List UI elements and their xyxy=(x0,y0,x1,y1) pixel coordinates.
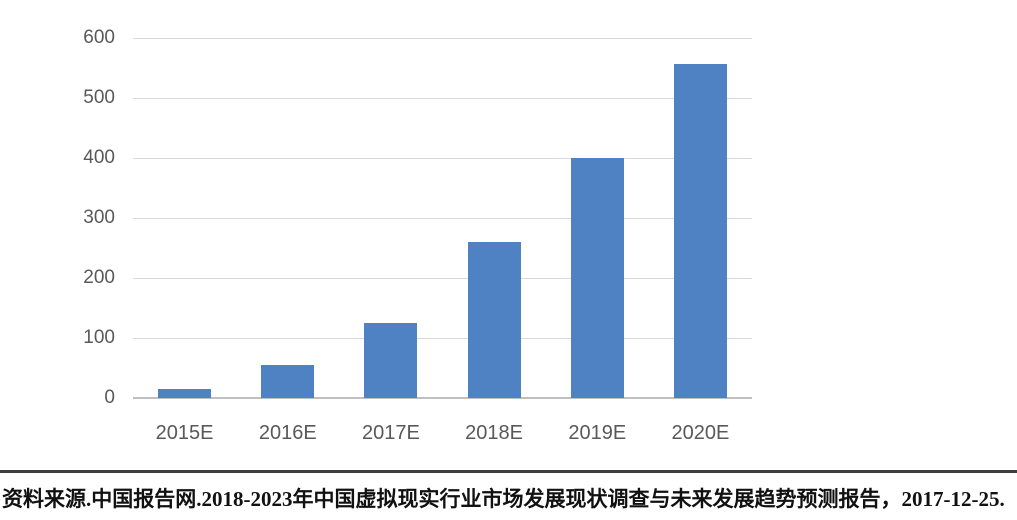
bar-chart: 0 100 200 300 400 500 600 2015E 2016E 2017E 2018E 2… xyxy=(83,27,752,444)
gridline xyxy=(133,277,752,279)
bar-2020e xyxy=(673,64,727,398)
x-axis-tick-label: 2019E xyxy=(568,422,627,444)
y-axis-tick-label: 500 xyxy=(83,87,115,108)
caption-divider xyxy=(0,470,1017,473)
source-caption: 资料来源.中国报告网.2018-2023年中国虚拟现实行业市场发展现状调查与未来… xyxy=(2,487,1005,511)
gridline xyxy=(133,97,752,99)
y-axis-tick-label: 0 xyxy=(104,387,115,408)
bar-2015e xyxy=(158,389,212,398)
bar-2017e xyxy=(364,323,418,398)
y-axis-tick-label: 300 xyxy=(83,207,115,228)
x-axis-tick-label: 2017E xyxy=(361,422,420,444)
gridline xyxy=(133,37,752,39)
y-axis-tick-label: 600 xyxy=(83,27,115,48)
y-axis-tick-label: 100 xyxy=(83,327,115,348)
gridline xyxy=(133,157,752,159)
gridline xyxy=(133,337,752,339)
x-axis-tick-label: 2020E xyxy=(671,422,730,444)
bar-2018e xyxy=(467,242,521,398)
gridline xyxy=(133,217,752,219)
x-axis-tick-label: 2015E xyxy=(155,422,214,444)
x-axis-line xyxy=(133,397,752,399)
x-axis-tick-label: 2016E xyxy=(258,422,317,444)
bar-2016e xyxy=(261,365,315,398)
y-axis-tick-label: 200 xyxy=(83,267,115,288)
bar-2019e xyxy=(570,158,624,398)
x-axis-tick-label: 2018E xyxy=(465,422,523,444)
y-axis-tick-label: 400 xyxy=(83,147,115,168)
